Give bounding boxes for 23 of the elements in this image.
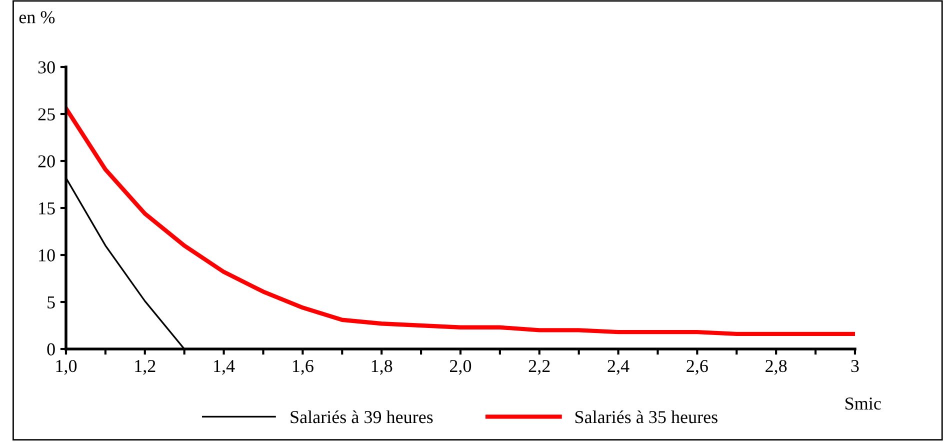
y-tick-label: 30: [38, 61, 55, 74]
x-tick-label: 2,2: [528, 360, 550, 375]
x-tick-label: 1,6: [292, 360, 314, 375]
y-tick-label: 0: [47, 343, 55, 356]
y-tick-label: 25: [38, 108, 55, 120]
legend-label: Salariés à 35 heures: [575, 410, 718, 424]
legend-label: Salariés à 39 heures: [290, 410, 433, 424]
x-tick-label: 1,0: [56, 360, 77, 375]
x-tick-label: 1,2: [135, 360, 156, 375]
x-tick-label: 3: [851, 360, 859, 372]
y-tick-label: 5: [48, 296, 55, 308]
y-tick-label: 10: [39, 249, 55, 262]
y-axis-title: en %: [19, 11, 55, 24]
y-tick-label: 20: [38, 155, 55, 168]
y-tick-label: 15: [39, 202, 55, 214]
line-series: [66, 106, 855, 336]
x-axis-title: Smic: [846, 398, 881, 410]
x-tick-label: 1,4: [214, 360, 235, 375]
x-tick-label: 2,0: [450, 360, 472, 375]
x-tick-label: 1,8: [372, 360, 392, 375]
x-tick-label: 2,4: [608, 360, 630, 375]
x-tick-label: 2,6: [686, 360, 708, 375]
x-tick-label: 2,8: [766, 360, 787, 375]
